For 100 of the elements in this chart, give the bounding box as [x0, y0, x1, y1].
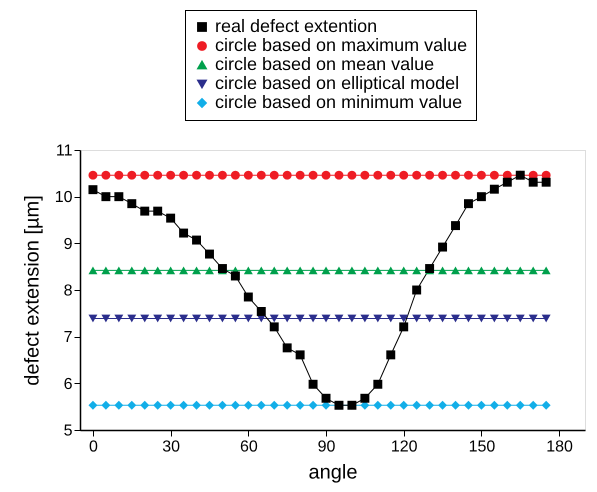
x-tick-label: 90: [318, 438, 336, 456]
y-tick-label: 9: [64, 236, 73, 253]
point: [244, 266, 253, 274]
point: [334, 314, 344, 322]
y-tick-label: 8: [64, 282, 73, 300]
point: [140, 206, 150, 216]
point: [451, 400, 460, 410]
point: [308, 266, 318, 274]
point: [476, 192, 486, 202]
point: [373, 380, 382, 389]
x-tick-label: 60: [240, 438, 258, 456]
point: [192, 236, 202, 245]
point: [490, 266, 499, 274]
point: [153, 400, 162, 410]
point: [528, 400, 538, 410]
point: [386, 314, 396, 322]
point: [386, 170, 396, 180]
point: [230, 272, 240, 280]
point: [205, 400, 214, 410]
point: [464, 170, 473, 180]
point: [528, 314, 538, 322]
point: [166, 170, 176, 180]
point: [516, 266, 525, 274]
point: [166, 314, 176, 322]
point: [476, 266, 486, 274]
point: [88, 185, 98, 194]
point: [244, 314, 253, 322]
point: [179, 266, 188, 274]
point: [127, 199, 136, 208]
point: [308, 314, 318, 322]
point: [451, 314, 460, 322]
point: [153, 266, 162, 274]
point: [438, 242, 448, 252]
point: [192, 266, 202, 274]
point: [451, 266, 460, 274]
point: [386, 400, 396, 410]
point: [270, 170, 279, 180]
point: [412, 170, 422, 180]
point: [476, 170, 486, 180]
x-tick-label: 0: [88, 438, 98, 456]
legend-label: circle based on minimum value: [215, 92, 462, 112]
point: [218, 264, 227, 274]
point: [282, 266, 292, 274]
legend-label: circle based on mean value: [215, 54, 434, 74]
point: [256, 170, 266, 180]
point: [270, 322, 279, 332]
point: [438, 170, 448, 180]
point: [322, 314, 330, 322]
point: [256, 400, 266, 410]
point: [360, 266, 370, 274]
point: [334, 170, 344, 180]
point: [399, 400, 408, 410]
point: [230, 400, 240, 410]
point: [490, 184, 499, 194]
point: [114, 314, 124, 322]
point: [542, 266, 551, 274]
point: [282, 400, 292, 410]
point: [386, 266, 396, 274]
point: [153, 314, 162, 322]
point: [347, 314, 356, 322]
y-axis-title: defect extension [µm]: [22, 195, 44, 386]
point: [464, 199, 473, 208]
point: [438, 400, 448, 410]
point: [153, 206, 162, 216]
point: [101, 314, 110, 322]
point: [412, 314, 422, 322]
point: [296, 170, 305, 180]
y-tick-label: 5: [64, 422, 73, 440]
y-tick-label: 10: [54, 189, 73, 206]
point: [244, 170, 253, 180]
point: [464, 266, 473, 274]
point: [322, 394, 330, 403]
point: [308, 400, 318, 410]
x-axis-title: angle: [308, 462, 358, 484]
point: [399, 170, 408, 180]
point: [88, 314, 98, 322]
point: [425, 170, 434, 180]
point: [360, 314, 370, 322]
point: [476, 314, 486, 322]
point: [140, 400, 150, 410]
point: [114, 266, 124, 274]
point: [528, 178, 538, 187]
point: [296, 350, 305, 360]
point: [270, 400, 279, 410]
point: [360, 170, 370, 180]
point: [179, 228, 188, 238]
x-tick-label: 150: [468, 438, 496, 456]
point: [502, 400, 512, 410]
point: [218, 314, 227, 322]
point: [140, 170, 150, 180]
point: [127, 314, 136, 322]
point: [88, 266, 98, 274]
point: [282, 314, 292, 322]
point: [205, 250, 214, 259]
point: [373, 266, 382, 274]
point: [542, 314, 551, 322]
point: [256, 306, 266, 316]
point: [114, 192, 124, 202]
point: [270, 314, 279, 322]
point: [373, 314, 382, 322]
